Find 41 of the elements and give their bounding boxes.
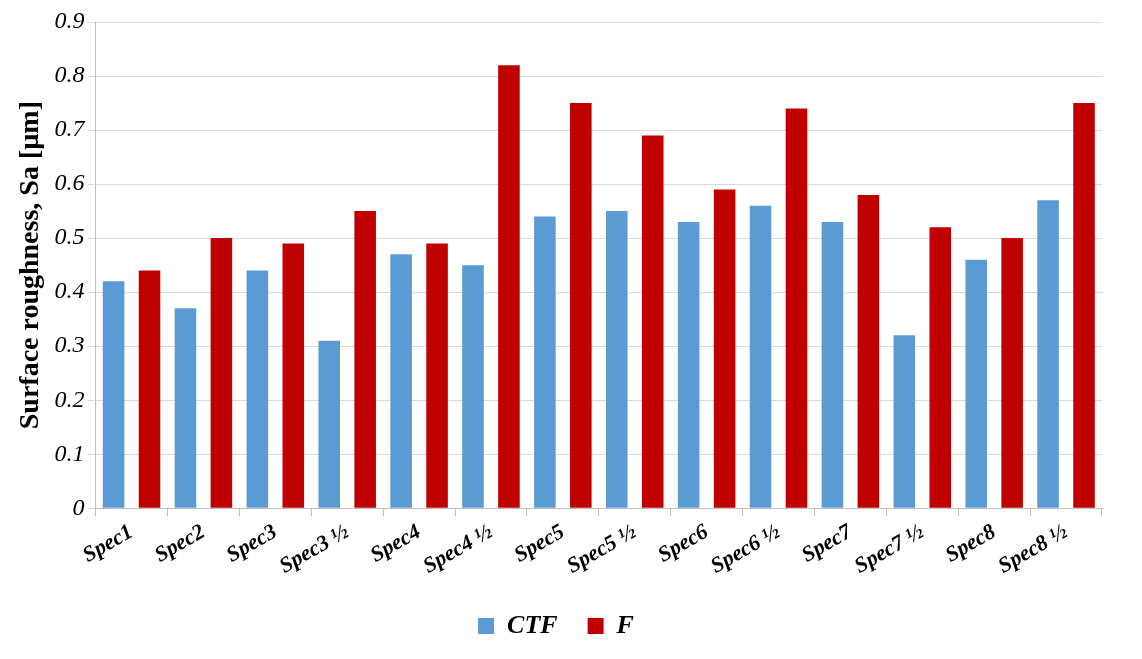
bar bbox=[570, 103, 592, 508]
y-tick-label: 0.3 bbox=[54, 331, 85, 358]
bar bbox=[749, 205, 772, 508]
legend-label: F bbox=[615, 609, 634, 639]
y-tick-label: 0.8 bbox=[54, 61, 85, 88]
y-tick-label: 0.9 bbox=[54, 7, 85, 34]
y-axis-title: Surface roughness, Sa [µm] bbox=[13, 100, 45, 430]
bar bbox=[210, 238, 233, 508]
bar bbox=[605, 211, 628, 508]
bar bbox=[965, 259, 987, 508]
legend-label: CTF bbox=[507, 609, 558, 639]
y-tick-label: 0.4 bbox=[54, 277, 85, 304]
bar bbox=[282, 243, 305, 508]
bar bbox=[246, 270, 269, 508]
y-tick-label: 0.6 bbox=[54, 169, 85, 196]
bar bbox=[1073, 103, 1095, 508]
bar bbox=[102, 281, 125, 508]
bar bbox=[713, 189, 736, 508]
bar bbox=[785, 108, 808, 508]
bar bbox=[426, 243, 448, 508]
bar bbox=[138, 270, 161, 508]
bar bbox=[534, 216, 556, 508]
bar bbox=[354, 211, 376, 508]
bar bbox=[857, 194, 880, 508]
bar bbox=[498, 65, 520, 508]
y-tick-label: 0.5 bbox=[54, 223, 85, 250]
bar bbox=[677, 221, 700, 508]
bar bbox=[821, 221, 844, 508]
bar bbox=[893, 335, 916, 508]
y-tick-label: 0.7 bbox=[54, 115, 86, 142]
bar bbox=[390, 254, 412, 508]
bar bbox=[641, 135, 664, 508]
y-tick-label: 0.1 bbox=[54, 439, 85, 466]
bar bbox=[174, 308, 197, 508]
bar bbox=[318, 340, 341, 508]
bar bbox=[1001, 238, 1023, 508]
y-tick-label: 0 bbox=[72, 493, 85, 520]
bar bbox=[1037, 200, 1059, 508]
bar bbox=[929, 227, 952, 508]
bar bbox=[462, 265, 484, 508]
y-tick-label: 0.2 bbox=[54, 385, 85, 412]
